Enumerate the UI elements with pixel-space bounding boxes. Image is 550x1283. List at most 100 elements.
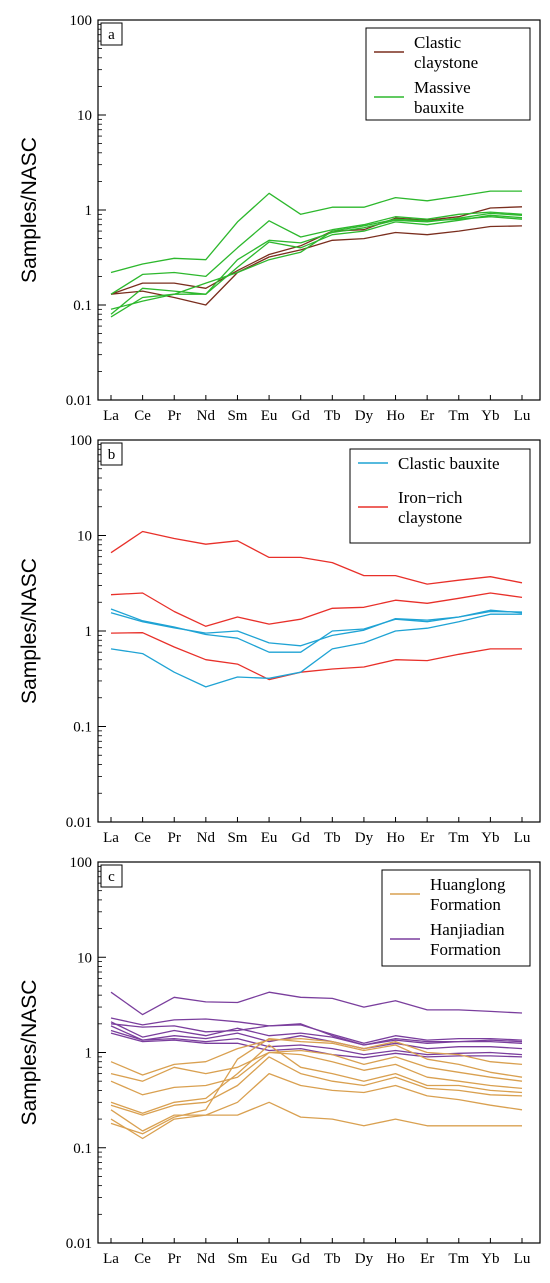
- panel-label: c: [108, 869, 115, 885]
- x-tick-label: Pr: [168, 1251, 181, 1267]
- x-tick-label: Yb: [481, 1251, 499, 1267]
- y-tick-label: 0.1: [73, 298, 92, 314]
- x-tick-label: Yb: [481, 830, 499, 846]
- x-tick-label: Nd: [197, 408, 216, 424]
- legend-label-1: claystone: [414, 53, 478, 72]
- y-tick-label: 1: [85, 1046, 93, 1062]
- series-line-2: [110, 592, 523, 627]
- series-line-6: [110, 1032, 523, 1059]
- x-tick-label: Pr: [168, 408, 181, 424]
- y-tick-label: 0.01: [66, 1236, 92, 1252]
- x-tick-label: Ce: [134, 408, 151, 424]
- series-line-12: [110, 1056, 523, 1116]
- series-line-6: [110, 613, 522, 688]
- y-tick-label: 0.01: [66, 815, 92, 831]
- series-line-8: [110, 1037, 523, 1076]
- series-line-3: [110, 190, 522, 274]
- legend-label-1: Huanglong: [430, 875, 506, 894]
- y-axis-label: Samples/NASC: [18, 980, 41, 1126]
- legend-label-2: bauxite: [414, 98, 464, 117]
- y-axis-label: Samples/NASC: [18, 137, 41, 283]
- panel-label: b: [108, 447, 116, 463]
- x-tick-label: Nd: [197, 830, 216, 846]
- legend-box: [365, 27, 531, 121]
- series-line-11: [110, 1044, 523, 1114]
- series-line-14: [110, 1101, 522, 1140]
- x-tick-label: Sm: [227, 830, 247, 846]
- x-tick-label: Ce: [134, 830, 151, 846]
- x-tick-label: Tb: [324, 830, 341, 846]
- legend-box: [349, 448, 531, 544]
- legend-label-1: Clastic: [414, 33, 462, 52]
- series-line-10: [110, 1051, 523, 1096]
- y-tick-label: 100: [70, 13, 93, 29]
- series-line-7: [110, 1023, 523, 1046]
- series-line-5: [110, 610, 523, 647]
- series-line-1: [110, 206, 523, 295]
- x-tick-label: La: [103, 830, 119, 846]
- series-line-9: [110, 1049, 523, 1082]
- x-tick-label: Lu: [514, 830, 531, 846]
- panel-label: a: [108, 27, 115, 43]
- series-line-13: [110, 1072, 523, 1132]
- series-line-15: [110, 1037, 523, 1135]
- series-line-1: [110, 991, 523, 1016]
- x-tick-label: Pr: [168, 830, 181, 846]
- x-tick-label: Lu: [514, 408, 531, 424]
- y-tick-label: 10: [77, 529, 92, 545]
- y-tick-label: 10: [77, 950, 92, 966]
- x-tick-label: Eu: [261, 408, 278, 424]
- legend-label-2: Formation: [430, 940, 501, 959]
- legend-label-1: Formation: [430, 895, 501, 914]
- y-tick-label: 100: [70, 855, 93, 871]
- series-line-4: [110, 211, 523, 295]
- x-tick-label: Tm: [448, 408, 469, 424]
- series-line-5: [110, 1029, 523, 1056]
- series-line-3: [110, 632, 522, 681]
- legend-label-1: Clastic bauxite: [398, 454, 500, 473]
- x-tick-label: Dy: [355, 408, 374, 424]
- y-tick-label: 1: [85, 624, 93, 640]
- series-line-1: [110, 530, 523, 585]
- legend-label-2: claystone: [398, 508, 462, 527]
- x-tick-label: Tb: [324, 1251, 341, 1267]
- x-tick-label: La: [103, 408, 119, 424]
- x-tick-label: Er: [420, 830, 434, 846]
- series-line-7: [110, 216, 523, 310]
- x-tick-label: Tb: [324, 408, 341, 424]
- series-line-4: [110, 1025, 523, 1050]
- y-tick-label: 10: [77, 108, 92, 124]
- y-tick-label: 100: [70, 433, 93, 449]
- x-tick-label: Nd: [197, 1251, 216, 1267]
- y-tick-label: 1: [85, 203, 93, 219]
- panel-label-box: [100, 442, 123, 466]
- x-tick-label: Tm: [448, 830, 469, 846]
- x-tick-label: Gd: [292, 1251, 311, 1267]
- x-tick-label: Er: [420, 408, 434, 424]
- x-tick-label: Sm: [227, 408, 247, 424]
- x-tick-label: Gd: [292, 408, 311, 424]
- x-tick-label: Ho: [386, 1251, 404, 1267]
- x-tick-label: Yb: [481, 408, 499, 424]
- x-tick-label: Lu: [514, 1251, 531, 1267]
- x-tick-label: Gd: [292, 830, 311, 846]
- x-tick-label: Er: [420, 1251, 434, 1267]
- y-tick-label: 0.1: [73, 720, 92, 736]
- x-tick-label: Ho: [386, 408, 404, 424]
- legend-box: [381, 869, 531, 967]
- legend-label-2: Iron−rich: [398, 488, 463, 507]
- y-tick-label: 0.01: [66, 393, 92, 409]
- x-tick-label: Eu: [261, 830, 278, 846]
- chart-panel-c: 0.01 0.1 1 10 100 Samples/NASC La Ce Pr Nd Sm Eu Gd T…: [18, 855, 541, 1267]
- series-line-5: [110, 212, 523, 315]
- x-tick-label: La: [103, 1251, 119, 1267]
- x-tick-label: Dy: [355, 830, 374, 846]
- chart-panel-a: 0.01 0.1 1 10 100 Samples/NASC La Ce Pr Nd Sm Eu Gd T…: [18, 13, 541, 424]
- x-tick-label: Tm: [448, 1251, 469, 1267]
- legend-label-2: Hanjiadian: [430, 920, 505, 939]
- x-tick-label: Ho: [386, 830, 404, 846]
- x-tick-label: Eu: [261, 1251, 278, 1267]
